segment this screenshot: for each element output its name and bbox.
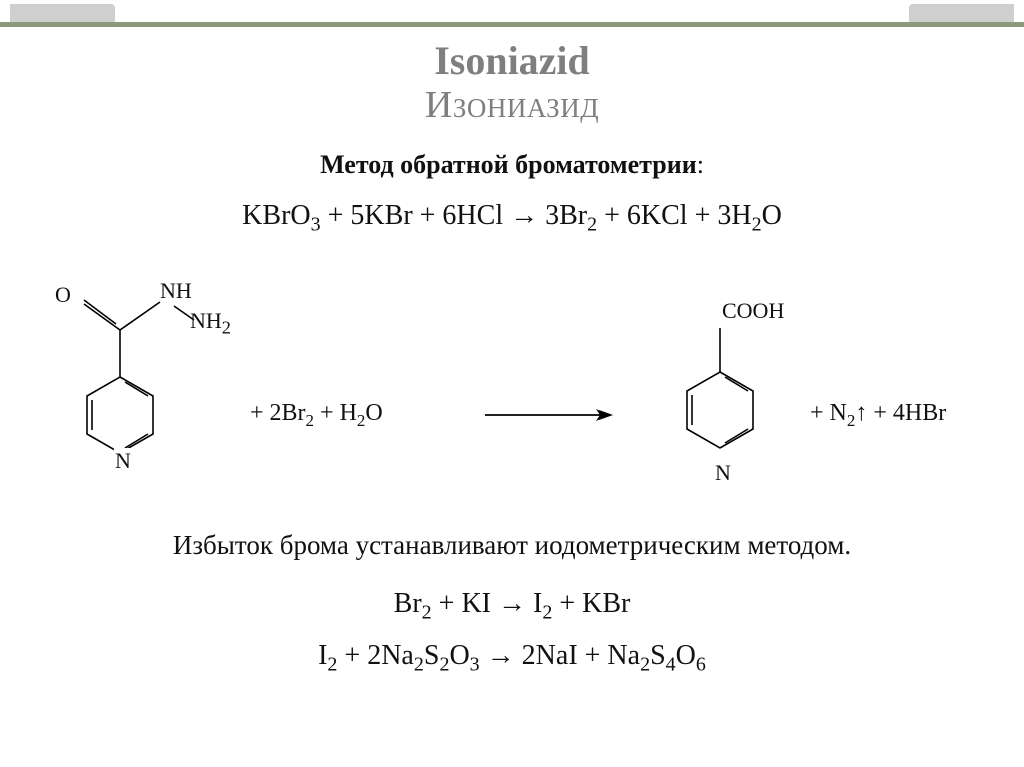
reagent-terms: + 2Br2 + H2O [250, 400, 383, 427]
reaction-scheme: O NH NH2 N + 2Br2 + H2O [0, 260, 1024, 480]
title-russian: Изониазид [0, 84, 1024, 128]
method-colon: : [697, 150, 704, 179]
method-text: Метод обратной броматометрии [320, 150, 697, 179]
label-NH: NH [160, 278, 192, 304]
molecule-isoniazid: O NH NH2 N [30, 260, 250, 480]
decor-bar-line [0, 22, 1024, 27]
slide-title: Isoniazid Изониазид [0, 38, 1024, 128]
method-subtitle: Метод обратной броматометрии: [0, 150, 1024, 180]
label-NH2: NH2 [190, 308, 231, 338]
product-terms: + N2↑ + 4HBr [810, 400, 946, 427]
title-latin: Isoniazid [0, 38, 1024, 84]
equation-1: KBrO3 + 5KBr + 6HCl → 3Br2 + 6KCl + 3H2O [0, 200, 1024, 232]
decor-tab-right [909, 4, 1014, 24]
reaction-arrow-icon [480, 400, 630, 430]
equation-2: Br2 + KI → I2 + KBr [0, 588, 1024, 620]
label-O: O [55, 282, 71, 308]
equation-3: I2 + 2Na2S2O3 → 2NaI + Na2S4O6 [0, 640, 1024, 672]
label-COOH: COOH [722, 298, 784, 324]
decor-tab-left [10, 4, 115, 24]
slide: Isoniazid Изониазид Метод обратной брома… [0, 0, 1024, 767]
label-N-product: N [714, 460, 732, 486]
slide-top-bar [0, 0, 1024, 24]
label-N-reactant: N [114, 448, 132, 474]
molecule-isonicotinic-acid: COOH N [640, 280, 800, 480]
excess-bromine-text: Избыток брома устанавливают иодометричес… [0, 530, 1024, 561]
